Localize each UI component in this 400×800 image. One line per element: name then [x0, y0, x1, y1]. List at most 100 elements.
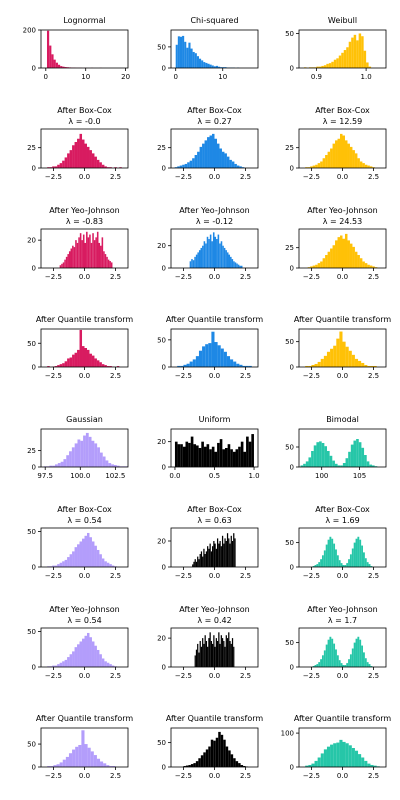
histogram-bar — [358, 442, 362, 467]
y-tick-label: 50 — [285, 639, 294, 647]
histogram-bar — [84, 744, 88, 767]
x-tick-label: 0.0 — [337, 672, 348, 680]
x-tick-label: −2.5 — [45, 672, 62, 680]
histogram-bar — [215, 638, 217, 667]
chart-subtitle: λ = 0.54 — [67, 616, 101, 625]
histogram-bar — [231, 541, 234, 567]
histogram-bar — [327, 539, 330, 567]
histogram-bar — [69, 554, 73, 567]
chart-panel: After Yeo-Johnson λ = 0.54 −2.5 0.0 2.5 0 50 — [27, 605, 129, 680]
x-tick-label: 0.0 — [79, 772, 90, 780]
histogram-bar — [101, 237, 104, 268]
histogram-bar — [186, 363, 190, 367]
histogram-bar — [79, 133, 83, 169]
histogram-bar — [81, 240, 83, 268]
histogram-bar — [325, 155, 328, 168]
histogram-bar — [342, 665, 345, 667]
histogram-bar — [342, 238, 345, 268]
histogram-bar — [235, 449, 239, 467]
y-tick-label: 0 — [32, 65, 36, 73]
x-tick-label: 0.0 — [209, 372, 220, 380]
histogram-bar — [84, 535, 87, 567]
histogram-bar — [186, 47, 189, 68]
chart-title: After Yeo-Johnson — [307, 605, 377, 614]
histogram-bar — [193, 763, 196, 767]
histogram-bar — [194, 655, 196, 667]
histogram-bar — [315, 264, 318, 268]
chart-title: After Yeo-Johnson — [307, 206, 377, 215]
histogram-bar — [355, 638, 358, 667]
histogram-bar — [221, 638, 224, 667]
histogram-bar — [218, 731, 221, 767]
x-tick-label: −2.5 — [303, 772, 320, 780]
histogram-bar — [373, 765, 377, 767]
histogram-bar — [356, 40, 359, 68]
histogram-bar — [339, 739, 343, 767]
histogram-bar — [321, 655, 324, 667]
histogram-bar — [104, 561, 107, 567]
chart-panel: Gaussian 97.5 100.0 102.5 0 25 — [27, 415, 129, 480]
histogram-bar — [346, 47, 349, 68]
x-tick-label: −2.5 — [45, 372, 62, 380]
histogram-bar — [68, 251, 71, 268]
histogram-bar — [337, 465, 341, 467]
histogram-bar — [213, 541, 215, 567]
chart-subtitle: λ = 0.54 — [67, 516, 101, 525]
histogram-bar — [53, 59, 56, 68]
histogram-bar — [94, 645, 97, 667]
histogram-bar — [316, 664, 319, 667]
histogram-bar — [240, 765, 244, 767]
histogram-bar — [209, 64, 212, 68]
y-tick-label: 200 — [23, 27, 36, 35]
histogram-bar — [364, 760, 368, 767]
histogram-bar — [370, 666, 373, 667]
histogram-bar — [205, 62, 208, 68]
histogram-bar — [327, 639, 330, 667]
histogram-bar — [209, 234, 212, 268]
histogram-bar — [74, 352, 78, 367]
histogram-bar — [68, 753, 73, 767]
y-tick-label: 0 — [290, 464, 294, 472]
histogram-bar — [323, 650, 326, 667]
x-tick-label: −2.5 — [45, 772, 62, 780]
histogram-bar — [354, 750, 359, 767]
histogram-bar — [335, 549, 337, 567]
chart-subtitle: λ = -0.0 — [68, 117, 100, 126]
histogram-bar — [55, 62, 58, 68]
histogram-bar — [64, 659, 68, 667]
histogram-bar — [82, 638, 85, 667]
chart-panel: After Yeo-Johnson λ = 24.53 −2.5 0.0 2.5 0 25 — [285, 206, 387, 281]
histogram-bar — [191, 259, 193, 268]
histogram-bar — [86, 349, 90, 367]
histogram-bar — [86, 532, 90, 567]
histogram-bar — [366, 461, 370, 467]
histogram-bar — [52, 665, 55, 667]
histogram-bar — [72, 551, 75, 567]
histogram-bar — [198, 448, 202, 467]
histogram-bar — [77, 138, 80, 168]
histogram-bar — [64, 559, 68, 567]
histogram-bar — [205, 749, 209, 767]
histogram-bar — [59, 265, 62, 268]
histogram-bar — [98, 242, 101, 268]
x-tick-label: 2.5 — [240, 372, 251, 380]
histogram-bar — [198, 58, 202, 68]
histogram-bar — [214, 342, 218, 367]
histogram-bar — [69, 357, 73, 367]
y-tick-label: 0 — [290, 764, 294, 772]
x-tick-label: 0.9 — [311, 73, 322, 81]
histogram-bar — [179, 165, 183, 168]
histogram-bar — [333, 345, 337, 367]
histogram-bar — [54, 366, 58, 367]
x-tick-label: 0.0 — [79, 273, 90, 281]
histogram-bar — [308, 764, 312, 767]
histogram-bar — [366, 62, 369, 68]
x-tick-label: −2.5 — [303, 273, 320, 281]
histogram-bar — [219, 541, 221, 567]
histogram-bar — [357, 536, 360, 567]
histogram-bar — [241, 167, 245, 168]
histogram-bar — [203, 62, 206, 68]
histogram-bar — [336, 655, 339, 667]
chart-title: Uniform — [199, 415, 231, 424]
histogram-bar — [218, 632, 220, 667]
